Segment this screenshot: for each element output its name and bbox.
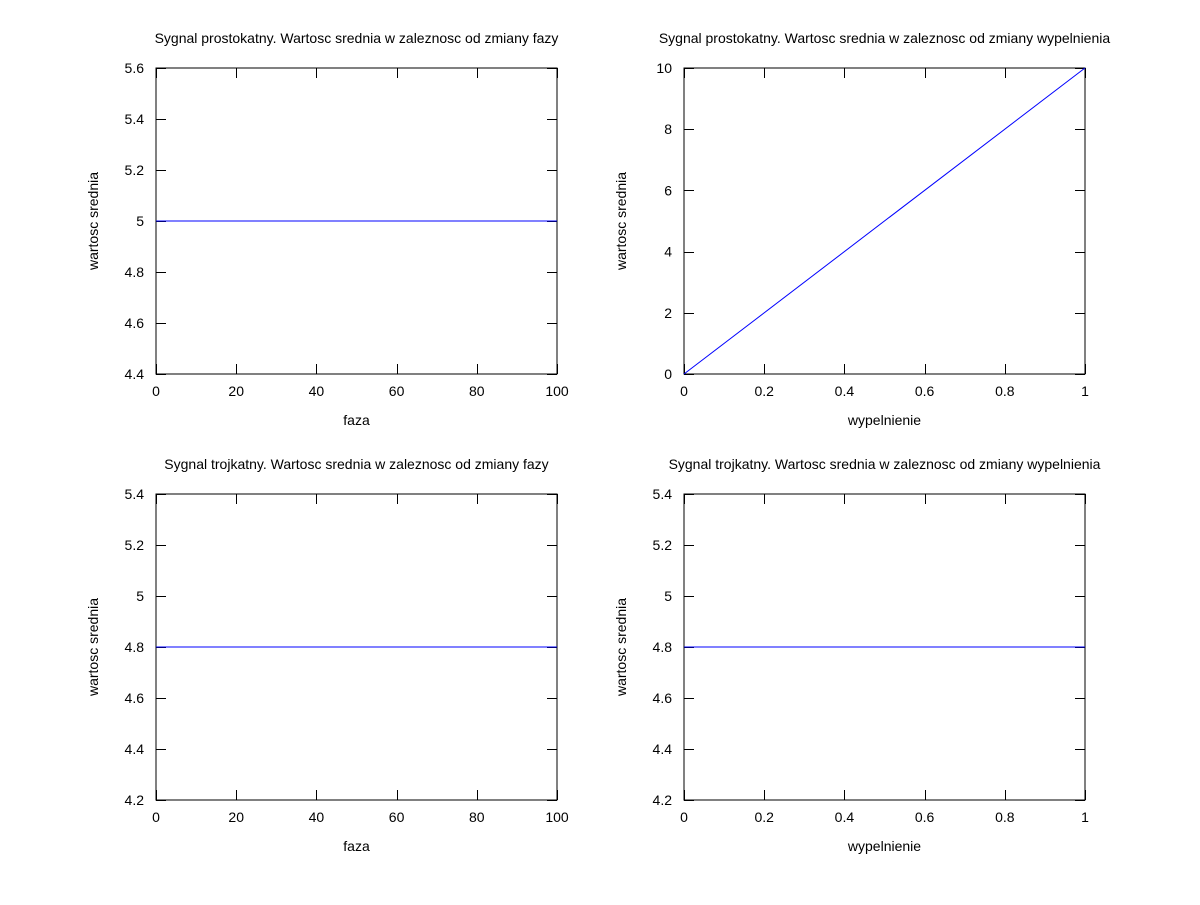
x-axis-label: faza: [343, 838, 370, 854]
y-tick-label: 5: [664, 588, 672, 604]
x-tick-label: 0.2: [754, 383, 774, 399]
y-tick-label: 4.6: [653, 690, 673, 706]
subplot-2: Sygnal prostokatny. Wartosc srednia w za…: [613, 30, 1110, 428]
y-tick-label: 5.2: [125, 162, 145, 178]
y-tick-label: 2: [664, 305, 672, 321]
plot-frame: [683, 67, 1086, 375]
y-tick-label: 4.8: [125, 639, 145, 655]
y-tick-label: 4.6: [125, 315, 145, 331]
x-tick-label: 60: [389, 383, 405, 399]
y-axis-label: wartosc srednia: [613, 598, 629, 697]
x-tick-label: 0.6: [915, 809, 935, 825]
y-tick-label: 4.2: [653, 792, 673, 808]
chart-title: Sygnal prostokatny. Wartosc srednia w za…: [659, 30, 1111, 46]
x-axis-label: faza: [343, 412, 370, 428]
chart-title: Sygnal trojkatny. Wartosc srednia w zale…: [164, 456, 548, 472]
series-line-1: [683, 67, 1086, 375]
y-tick-label: 5: [136, 213, 144, 229]
x-tick-label: 40: [309, 383, 325, 399]
x-tick-label: 0.6: [915, 383, 935, 399]
y-tick-label: 4.2: [125, 792, 145, 808]
y-tick-label: 5: [136, 588, 144, 604]
x-tick-label: 0: [152, 809, 160, 825]
x-tick-label: 100: [545, 809, 569, 825]
y-tick-label: 4.4: [125, 366, 145, 382]
y-tick-label: 0: [664, 366, 672, 382]
x-tick-label: 20: [228, 809, 244, 825]
subplot-3: Sygnal trojkatny. Wartosc srednia w zale…: [85, 456, 569, 854]
y-axis-label: wartosc srednia: [85, 172, 101, 271]
y-tick-label: 4.8: [125, 264, 145, 280]
x-tick-label: 1: [1081, 809, 1089, 825]
y-tick-label: 6: [664, 182, 672, 198]
x-tick-label: 0.4: [835, 809, 855, 825]
y-tick-label: 5.6: [125, 60, 145, 76]
y-tick-label: 5.2: [125, 537, 145, 553]
y-tick-label: 4: [664, 244, 672, 260]
x-axis-label: wypelnienie: [847, 838, 921, 854]
x-tick-label: 0.8: [995, 383, 1015, 399]
x-tick-label: 0.4: [835, 383, 855, 399]
subplot-4: Sygnal trojkatny. Wartosc srednia w zale…: [613, 456, 1101, 854]
x-tick-label: 0: [680, 809, 688, 825]
x-tick-label: 60: [389, 809, 405, 825]
x-tick-label: 0.8: [995, 809, 1015, 825]
y-tick-label: 5.2: [653, 537, 673, 553]
x-axis-label: wypelnienie: [847, 412, 921, 428]
y-tick-label: 4.4: [125, 741, 145, 757]
subplot-1: Sygnal prostokatny. Wartosc srednia w za…: [85, 30, 569, 428]
y-tick-label: 4.6: [125, 690, 145, 706]
y-tick-label: 4.4: [653, 741, 673, 757]
y-tick-label: 5.4: [653, 486, 673, 502]
x-tick-label: 100: [545, 383, 569, 399]
x-tick-label: 0: [680, 383, 688, 399]
x-tick-label: 1: [1081, 383, 1089, 399]
x-tick-label: 80: [469, 383, 485, 399]
y-tick-label: 5.4: [125, 486, 145, 502]
x-tick-label: 20: [228, 383, 244, 399]
y-tick-label: 8: [664, 121, 672, 137]
y-tick-label: 4.8: [653, 639, 673, 655]
x-tick-label: 40: [309, 809, 325, 825]
chart-title: Sygnal trojkatny. Wartosc srednia w zale…: [669, 456, 1101, 472]
y-tick-label: 5.4: [125, 111, 145, 127]
x-tick-label: 80: [469, 809, 485, 825]
y-axis-label: wartosc srednia: [613, 172, 629, 271]
y-tick-label: 10: [656, 60, 672, 76]
x-tick-label: 0: [152, 383, 160, 399]
chart-title: Sygnal prostokatny. Wartosc srednia w za…: [155, 30, 559, 46]
y-axis-label: wartosc srednia: [85, 598, 101, 697]
x-tick-label: 0.2: [754, 809, 774, 825]
